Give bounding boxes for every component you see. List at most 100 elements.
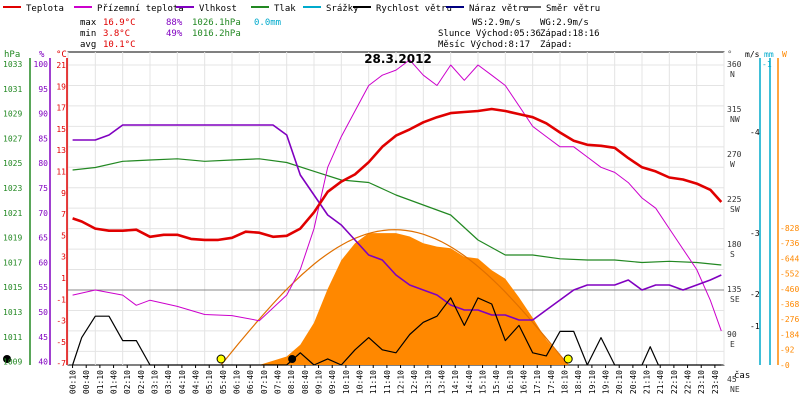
axis-pct-tick: 70 (38, 209, 48, 218)
sun-radiation-area (3, 229, 573, 366)
time-axis: 00:10 00:40 01:10 01:40 02:10 02:40 03:10 03:40… (69, 365, 750, 394)
time-tick-label: 01:40 (110, 370, 119, 394)
moon-marker (3, 355, 11, 363)
axis-watt-tick: -92 (780, 346, 795, 355)
time-tick-label: 01:10 (96, 370, 105, 394)
left-axes: hPa% °C 1033 1031 1029 1027 1025 1023 1021 1019 10… (3, 50, 68, 368)
axis-direction-tick: 90 (727, 330, 737, 339)
time-tick-label: 02:10 (123, 370, 132, 394)
stat-teplota: 10.1°C (103, 40, 136, 50)
sun-radiation-fill (221, 233, 569, 365)
legend-label-teplota: Teplota (26, 4, 64, 14)
axis-watt-tick: -828 (780, 224, 799, 233)
time-tick-label: 23:40 (711, 370, 720, 394)
time-tick-label: 18:40 (574, 370, 583, 394)
axis-pct-tick: 90 (38, 110, 48, 119)
axis-celsius-tick: -5 (56, 338, 66, 347)
sun-path-curve (220, 229, 569, 366)
stat-label: min (80, 29, 96, 39)
axis-watt-tick: -276 (780, 315, 799, 324)
axis-celsius-tick: 9 (61, 189, 66, 198)
time-tick-label: 00:40 (82, 370, 91, 394)
axis-hpa-tick: 1033 (3, 60, 22, 69)
axis-celsius-tick: 15 (56, 125, 66, 134)
axis-pct-label: % (39, 50, 45, 60)
chart-title: 28.3.2012 (364, 52, 432, 66)
time-tick-label: 11:40 (383, 370, 392, 394)
stat-srazky: 0.0mm (254, 18, 281, 28)
stat-vlhkost: 88% (166, 18, 183, 28)
series-line-rychlost-v-tru (72, 297, 722, 366)
series-line-vlhkost (72, 124, 722, 321)
axis-direction-tick: 180 (727, 240, 742, 249)
series-line-p--zemn--teplota (72, 59, 722, 332)
axis-hpa-tick: 1031 (3, 85, 22, 94)
axis-ms-tick: -1 (750, 322, 760, 331)
legend-label-vlhkost: Vlhkost (199, 4, 237, 14)
axis-direction-tick: 270 (727, 150, 742, 159)
time-tick-label: 17:10 (533, 370, 542, 394)
time-tick-label: 22:10 (670, 370, 679, 394)
time-tick-label: 13:10 (424, 370, 433, 394)
time-tick-label: 20:10 (615, 370, 624, 394)
moonrise-marker (288, 355, 297, 363)
axis-ms-label: m/s (745, 50, 760, 59)
info-slunce-zapad: Západ:18:16 (540, 29, 600, 39)
axis-direction-abbr: W (730, 160, 735, 169)
axis-hpa-tick: 1015 (3, 283, 22, 292)
axis-ms-tick: -2 (750, 290, 760, 299)
info-wg: WG:2.9m/s (540, 18, 589, 28)
axis-watt-tick: -736 (780, 239, 799, 248)
axis-ms-tick: -3 (750, 229, 760, 238)
time-tick-label: 06:40 (246, 370, 255, 394)
info-ws: WS:2.9m/s (472, 18, 521, 28)
info-slunce: Slunce Východ:05:36 (438, 29, 541, 39)
info-mesic: Měsíc Východ:8:17 (438, 40, 530, 50)
axis-pct-tick: 75 (38, 184, 48, 193)
stats-panel: max 16.9°C 88% 1026.1hPa 0.0mm min 3.8°C 49% 101… (80, 18, 281, 50)
time-tick-label: 06:10 (233, 370, 242, 394)
axis-hpa-tick: 1027 (3, 134, 22, 143)
series-line-teplota (72, 107, 723, 242)
axis-celsius-tick: -1 (56, 295, 66, 304)
time-tick-label: 14:40 (465, 370, 474, 394)
time-tick-label: 17:40 (547, 370, 556, 394)
axis-direction-abbr: N (730, 70, 735, 79)
axis-direction-tick: 225 (727, 195, 742, 204)
axis-direction-abbr: NE (730, 385, 740, 394)
info-mesic-zapad: Západ: (540, 40, 573, 50)
time-tick-label: 10:40 (356, 370, 365, 394)
time-axis-label: čas (734, 370, 750, 381)
axis-celsius-tick: 13 (56, 146, 66, 155)
axis-pct-tick: 85 (38, 134, 48, 143)
time-tick-label: 19:40 (602, 370, 611, 394)
legend-label-smer: Směr větru (546, 4, 600, 14)
axis-hpa-tick: 1009 (3, 358, 22, 367)
time-tick-label: 10:10 (342, 370, 351, 394)
axis-watt-label: W (782, 50, 787, 59)
axis-celsius-tick: -7 (56, 359, 66, 368)
time-tick-label: 16:40 (520, 370, 529, 394)
time-tick-label: 03:40 (164, 370, 173, 394)
axis-direction-abbr: S (730, 250, 735, 259)
time-tick-label: 08:40 (301, 370, 310, 394)
stat-tlak: 1026.1hPa (192, 18, 241, 28)
axis-pct-tick: 60 (38, 258, 48, 267)
axis-celsius-tick: 7 (61, 210, 66, 219)
time-tick-label: 12:10 (397, 370, 406, 394)
axis-celsius-tick: 19 (56, 82, 66, 91)
time-tick-label: 07:40 (274, 370, 283, 394)
time-tick-label: 04:10 (178, 370, 187, 394)
time-tick-label: 03:10 (151, 370, 160, 394)
axis-watt-tick: -368 (780, 300, 799, 309)
time-tick-label: 05:40 (219, 370, 228, 394)
stat-label: max (80, 18, 97, 28)
time-tick-label: 11:10 (369, 370, 378, 394)
time-tick-label: 00:10 (69, 370, 78, 394)
axis-hpa-tick: 1025 (3, 159, 22, 168)
axis-hpa-tick: 1021 (3, 209, 22, 218)
time-tick-label: 23:10 (697, 370, 706, 394)
